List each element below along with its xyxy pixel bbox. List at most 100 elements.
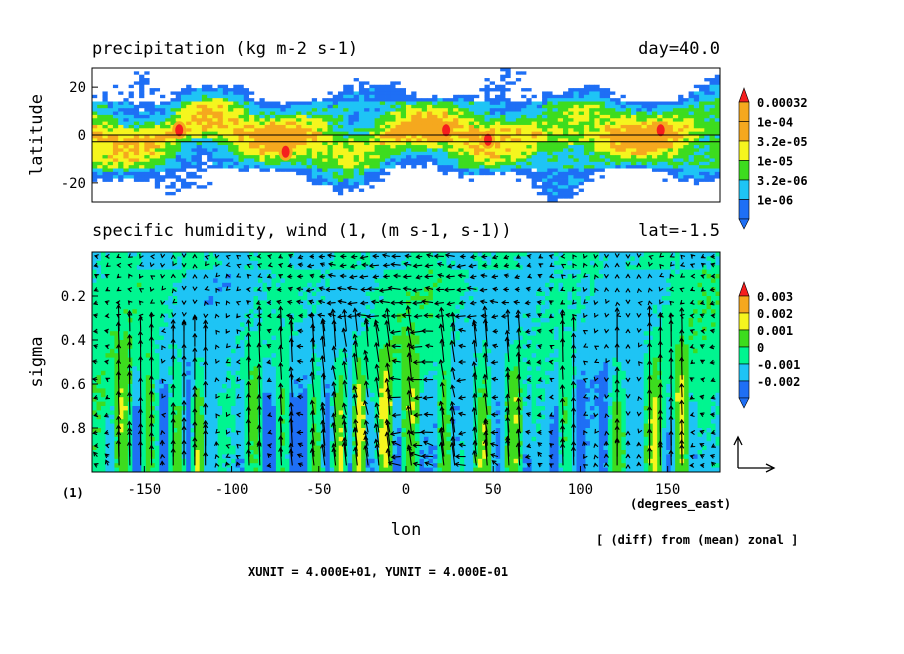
precip-cell xyxy=(337,171,344,176)
precip-cell xyxy=(175,185,182,189)
precip-cell xyxy=(118,135,124,139)
precip-cell xyxy=(395,81,402,86)
precip-cell xyxy=(269,155,276,159)
precip-cell xyxy=(228,94,234,99)
precip-cell xyxy=(217,168,224,173)
precip-cell xyxy=(275,175,281,179)
precip-cell xyxy=(301,151,307,156)
precip-cell xyxy=(311,111,318,116)
precip-cell xyxy=(468,178,475,183)
precip-cell xyxy=(358,195,365,200)
precip-cell xyxy=(275,68,281,72)
precip-cell xyxy=(160,91,166,96)
precip-cell xyxy=(353,84,360,89)
precip-cell xyxy=(636,151,642,156)
humidity-cell xyxy=(630,252,636,257)
precip-cell xyxy=(160,161,166,166)
precip-cell xyxy=(327,114,334,119)
precip-cell xyxy=(468,104,475,109)
precip-cell xyxy=(180,91,187,96)
precip-cell xyxy=(180,195,187,200)
precip-cell xyxy=(400,118,407,122)
precip-cell xyxy=(526,151,532,156)
precip-cell xyxy=(154,198,161,203)
precip-cell xyxy=(442,191,449,196)
precip-cell xyxy=(290,158,297,163)
legend-swatch xyxy=(738,179,750,200)
precip-cell xyxy=(631,161,637,166)
precip-cell xyxy=(521,88,527,92)
precip-cell xyxy=(175,118,182,122)
precip-cell xyxy=(704,104,710,109)
precip-cell xyxy=(641,181,648,186)
precip-cell xyxy=(217,155,224,159)
precip-cell xyxy=(662,151,669,156)
precip-cell xyxy=(290,88,297,92)
precip-cell xyxy=(589,168,595,173)
precip-cell xyxy=(369,171,375,176)
precip-cell xyxy=(620,191,627,196)
precip-cell xyxy=(583,88,590,92)
precip-cell xyxy=(170,91,177,96)
precip-cell xyxy=(453,178,459,183)
precip-cell xyxy=(411,161,417,166)
precip-cell xyxy=(458,158,464,163)
precip-cell xyxy=(463,84,470,89)
precip-cell xyxy=(468,101,475,106)
precip-cell xyxy=(249,111,255,116)
precip-cell xyxy=(322,188,328,193)
precip-cell xyxy=(170,191,177,196)
precip-cell xyxy=(568,81,574,86)
precip-cell xyxy=(416,145,423,149)
precip-cell xyxy=(437,104,444,109)
precip-cell xyxy=(620,91,627,96)
precip-cell xyxy=(474,124,480,129)
precip-cell xyxy=(510,175,517,179)
precip-cell xyxy=(201,151,208,156)
precip-cell xyxy=(641,84,648,89)
precip-cell xyxy=(133,118,140,122)
precip-cell xyxy=(500,191,506,196)
precip-cell xyxy=(269,145,276,149)
precip-cell xyxy=(337,84,344,89)
precip-cell xyxy=(311,168,318,173)
precip-cell xyxy=(249,155,255,159)
precip-cell xyxy=(421,195,428,200)
precip-cell xyxy=(667,155,674,159)
precip-cell xyxy=(636,145,642,149)
precip-cell xyxy=(683,71,689,76)
precip-cell xyxy=(542,141,548,146)
precip-cell xyxy=(458,78,464,82)
precip-cell xyxy=(238,124,245,129)
precip-cell xyxy=(243,198,250,203)
precip-cell xyxy=(390,71,396,76)
precip-cell xyxy=(149,114,156,119)
precip-cell xyxy=(641,124,648,129)
precip-cell xyxy=(709,178,716,183)
precip-cell xyxy=(139,128,145,133)
precip-cell xyxy=(201,195,208,200)
precip-cell xyxy=(301,148,307,153)
precip-cell xyxy=(484,195,491,200)
precip-cell xyxy=(92,94,98,99)
precip-cell xyxy=(714,188,721,193)
precip-cell xyxy=(468,128,475,133)
precip-cell xyxy=(280,98,287,102)
precip-ytick-label: 20 xyxy=(69,80,86,96)
precip-cell xyxy=(280,121,287,126)
precip-cell xyxy=(207,101,213,106)
precip-cell xyxy=(421,124,428,129)
precip-cell xyxy=(186,145,192,149)
precip-cell xyxy=(264,171,271,176)
precip-cell xyxy=(118,114,124,119)
precip-cell xyxy=(348,175,355,179)
precip-cell xyxy=(662,191,669,196)
precip-cell xyxy=(620,188,627,193)
precip-cell xyxy=(201,138,208,143)
precip-cell xyxy=(175,78,182,82)
precip-cell xyxy=(149,131,156,136)
precip-cell xyxy=(631,175,637,179)
precip-cell xyxy=(688,88,695,92)
precip-cell xyxy=(259,118,266,122)
precip-cell xyxy=(296,118,302,122)
